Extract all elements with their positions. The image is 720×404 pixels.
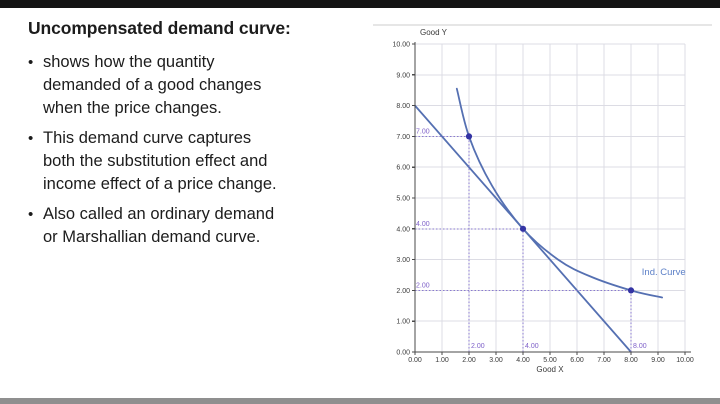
svg-text:1.00: 1.00 (435, 357, 449, 364)
bullet-line: demanded of a good changes (43, 76, 262, 94)
svg-text:4.00: 4.00 (516, 357, 530, 364)
svg-text:3.00: 3.00 (396, 257, 410, 264)
svg-text:7.00: 7.00 (396, 134, 410, 141)
tick-labels: 0.00 1.00 2.00 3.00 4.00 5.00 6.00 7.00 8.00 9.00… (392, 42, 693, 365)
axes (412, 42, 691, 355)
bullet-text: Also called an ordinary demand or Marsha… (43, 203, 274, 249)
bullet-marker: • (28, 130, 34, 147)
svg-text:7.00: 7.00 (597, 357, 611, 364)
svg-text:2.00: 2.00 (396, 288, 410, 295)
x-axis-title: Good X (536, 365, 564, 374)
bullet-line: both the substitution effect and (43, 152, 268, 170)
bullet-line: shows how the quantity (43, 53, 215, 71)
guide-label-y: 7.00 (416, 128, 430, 135)
indifference-curve-chart: 7.00 2.00 4.00 4.00 2.00 8.00 0.00 1.00 2.00 3.00… (373, 24, 712, 374)
guide-label-x: 8.00 (633, 343, 647, 350)
bottom-border-bar (0, 398, 720, 404)
bullet-marker: • (28, 54, 34, 71)
svg-text:9.00: 9.00 (651, 357, 665, 364)
marker-guides: 7.00 2.00 4.00 4.00 2.00 8.00 (415, 128, 647, 352)
bullet-line: This demand curve captures (43, 129, 252, 147)
svg-text:8.00: 8.00 (624, 357, 638, 364)
bullet-item: • Also called an ordinary demand or Mars… (28, 203, 366, 249)
bullet-line: when the price changes. (43, 99, 222, 117)
bullet-marker: • (28, 206, 34, 223)
svg-text:2.00: 2.00 (462, 357, 476, 364)
svg-text:10.00: 10.00 (392, 42, 410, 49)
guide-label-x: 4.00 (525, 343, 539, 350)
svg-text:8.00: 8.00 (396, 103, 410, 110)
data-point-dot (519, 225, 527, 232)
guide-label-y: 4.00 (416, 221, 430, 228)
svg-text:0.00: 0.00 (396, 350, 410, 357)
gridlines (415, 43, 686, 352)
guide-label-y: 2.00 (416, 282, 430, 289)
data-point-dot (465, 133, 473, 140)
svg-text:5.00: 5.00 (543, 357, 557, 364)
guide-label-x: 2.00 (471, 343, 485, 350)
svg-text:10.00: 10.00 (676, 357, 694, 364)
top-border-bar (0, 0, 720, 8)
svg-text:4.00: 4.00 (396, 226, 410, 233)
chart-panel: 7.00 2.00 4.00 4.00 2.00 8.00 0.00 1.00 2.00 3.00… (373, 14, 712, 392)
svg-text:6.00: 6.00 (396, 165, 410, 172)
bullet-text: This demand curve captures both the subs… (43, 127, 277, 196)
ind-curve-annotation: Ind. Curve (642, 267, 686, 278)
indifference-curve (455, 87, 663, 299)
svg-text:9.00: 9.00 (396, 72, 410, 79)
svg-text:5.00: 5.00 (396, 196, 410, 203)
data-point-dot (627, 287, 635, 294)
bullet-item: • This demand curve captures both the su… (28, 127, 366, 196)
text-panel: Uncompensated demand curve: • shows how … (28, 18, 366, 256)
svg-text:1.00: 1.00 (396, 319, 410, 326)
svg-text:6.00: 6.00 (570, 357, 584, 364)
svg-text:0.00: 0.00 (408, 357, 422, 364)
y-axis-title: Good Y (420, 28, 448, 37)
bullet-line: income effect of a price change. (43, 175, 277, 193)
bullet-line: Also called an ordinary demand (43, 205, 275, 223)
bullet-list: • shows how the quantity demanded of a g… (28, 51, 366, 249)
slide-title: Uncompensated demand curve: (28, 18, 291, 38)
bullet-text: shows how the quantity demanded of a goo… (43, 51, 261, 120)
bullet-line: or Marshallian demand curve. (43, 228, 261, 246)
svg-text:3.00: 3.00 (489, 357, 503, 364)
data-points (465, 133, 635, 294)
bullet-item: • shows how the quantity demanded of a g… (28, 51, 366, 120)
